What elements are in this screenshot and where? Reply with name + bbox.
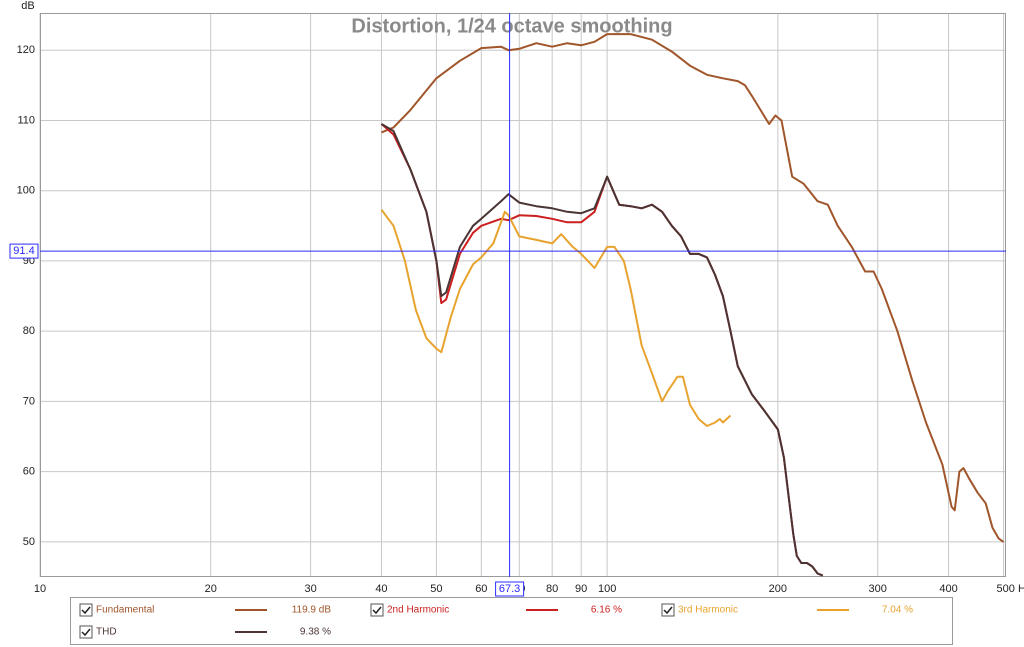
legend-value: 9.38 % (300, 627, 331, 638)
cursor-box (495, 581, 525, 597)
plot-frame (40, 13, 1006, 577)
series-line (380, 209, 732, 427)
y-tick-label: 60 (23, 466, 35, 478)
plot-area (40, 13, 1006, 577)
y-axis-label: dB (21, 0, 34, 12)
legend-checkmark (663, 606, 673, 615)
y-tick-label: 110 (17, 114, 35, 126)
legend-value: 6.16 % (591, 605, 622, 616)
x-tick-label: 40 (375, 583, 387, 595)
x-tick-label: 90 (575, 583, 587, 595)
x-tick-label: 100 (598, 583, 616, 595)
x-tick-label: 60 (475, 583, 487, 595)
legend-checkmark (372, 606, 382, 615)
y-tick-label: 80 (23, 325, 35, 337)
x-tick-label: 200 (769, 583, 787, 595)
legend-label[interactable]: THD (96, 627, 117, 638)
legend-checkbox[interactable] (370, 603, 384, 617)
x-tick-label: 500 Hz (997, 583, 1024, 595)
x-tick-label: 80 (546, 583, 558, 595)
x-tick-label: 30 (304, 583, 316, 595)
y-tick-label: 70 (23, 395, 35, 407)
series-line (380, 123, 824, 577)
series-line (381, 33, 1005, 543)
legend-value: 7.04 % (882, 605, 913, 616)
legend-label[interactable]: 2nd Harmonic (387, 605, 449, 616)
legend-label[interactable]: 3rd Harmonic (678, 605, 738, 616)
x-tick-label: 10 (34, 583, 46, 595)
legend-label[interactable]: Fundamental (96, 605, 154, 616)
x-tick-label: 300 (869, 583, 887, 595)
chart-title: Distortion, 1/24 octave smoothing (351, 15, 672, 37)
legend (70, 597, 953, 645)
cursor-box (9, 243, 39, 259)
legend-checkbox[interactable] (79, 625, 93, 639)
legend-value: 119.9 dB (292, 605, 332, 616)
legend-checkmark (81, 606, 91, 615)
legend-checkbox[interactable] (79, 603, 93, 617)
legend-checkbox[interactable] (661, 603, 675, 617)
x-tick-label: 20 (205, 583, 217, 595)
legend-checkmark (81, 628, 91, 637)
x-tick-label: 400 (939, 583, 957, 595)
y-tick-label: 100 (17, 185, 35, 197)
y-tick-label: 120 (17, 44, 35, 56)
cursor-label: 91.4 (13, 245, 34, 257)
y-tick-label: 50 (23, 536, 35, 548)
x-tick-label: 50 (430, 583, 442, 595)
cursor-label: 67.3 (499, 583, 520, 595)
